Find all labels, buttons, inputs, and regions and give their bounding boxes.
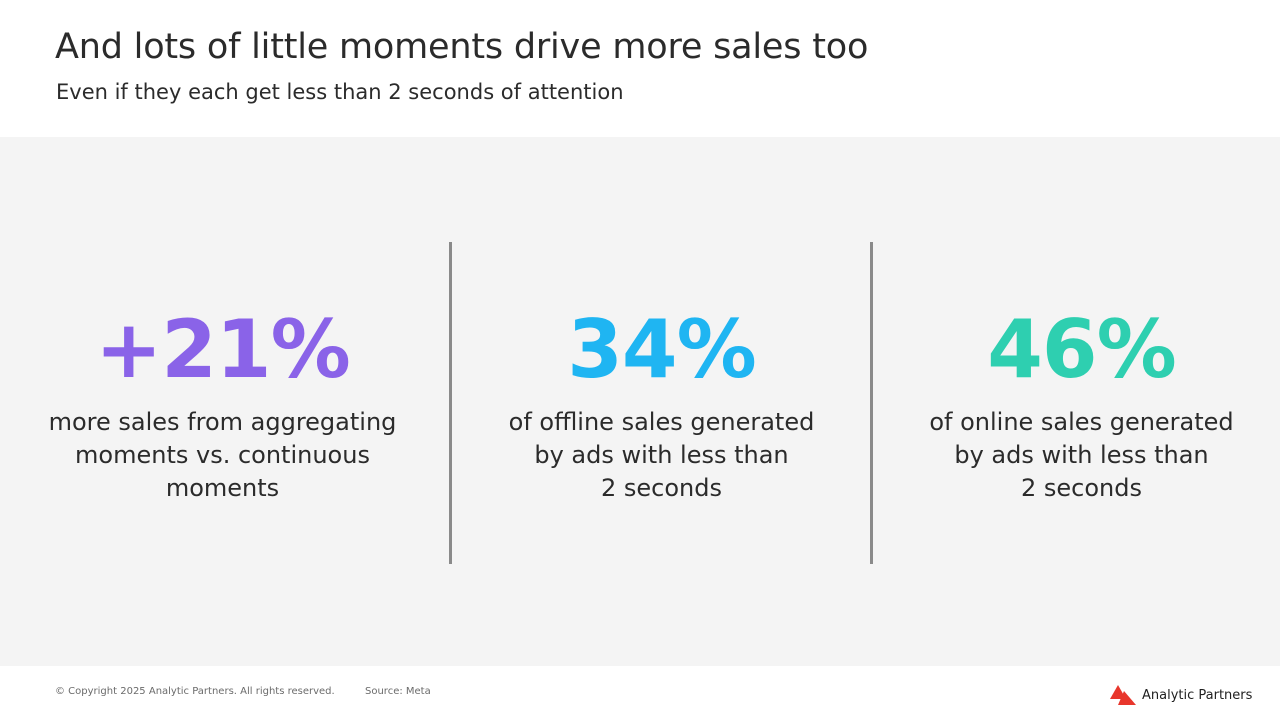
source-text: Source: Meta <box>365 686 431 697</box>
brand-name: Analytic Partners <box>1142 687 1253 703</box>
stat-aggregating-moments: +21% more sales from aggregating moments… <box>12 302 433 505</box>
stat-description: of offline sales generated by ads with l… <box>508 408 815 502</box>
brand-logo: Analytic Partners <box>1110 684 1252 706</box>
stat-offline-sales: 34% of offline sales generated by ads wi… <box>451 302 872 505</box>
stat-divider <box>449 242 452 564</box>
stat-value: 34% <box>567 303 756 396</box>
analytic-partners-logo-icon <box>1110 685 1136 705</box>
stat-value: +21% <box>95 303 351 396</box>
stats-panel: +21% more sales from aggregating moments… <box>0 137 1280 666</box>
copyright-text: © Copyright 2025 Analytic Partners. All … <box>55 686 335 697</box>
stat-online-sales: 46% of online sales generated by ads wit… <box>871 302 1280 505</box>
slide-title: And lots of little moments drive more sa… <box>55 27 869 67</box>
stat-divider <box>870 242 873 564</box>
stat-value: 46% <box>987 303 1176 396</box>
slide-footer: © Copyright 2025 Analytic Partners. All … <box>0 666 1280 718</box>
stat-description: of online sales generated by ads with le… <box>929 408 1234 502</box>
slide-header: And lots of little moments drive more sa… <box>0 0 1280 137</box>
slide-subtitle: Even if they each get less than 2 second… <box>56 80 624 104</box>
stat-description: more sales from aggregating moments vs. … <box>48 408 397 502</box>
